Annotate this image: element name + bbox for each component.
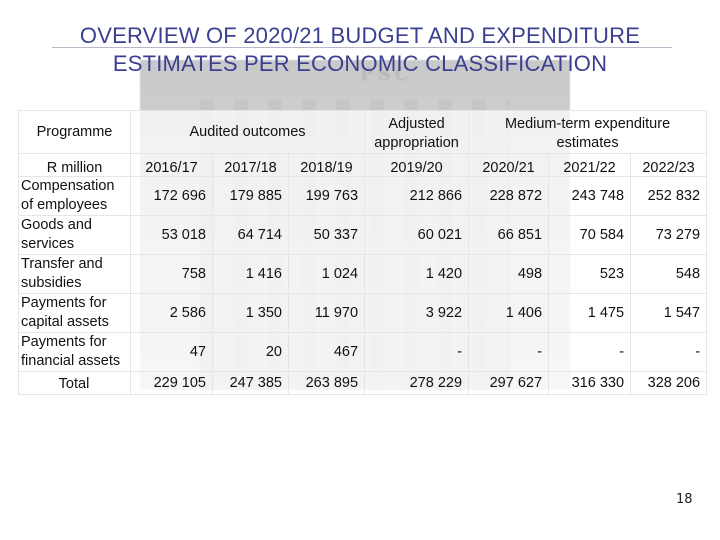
cell-value: 73 279 [630, 215, 708, 255]
cell-value: - [364, 332, 470, 372]
table-row: Compensation of employees 172 696 179 88… [18, 176, 708, 216]
budget-table: Programme Audited outcomes Adjusted appr… [18, 110, 708, 395]
unit-label: R million [18, 153, 131, 177]
cell-value: - [548, 332, 632, 372]
title-line-2: ESTIMATES PER ECONOMIC CLASSIFICATION [112, 51, 608, 76]
year-header: 2022/23 [630, 153, 708, 177]
title-line-1: OVERVIEW OF 2020/21 BUDGET AND EXPENDITU… [79, 23, 641, 48]
row-label: Goods and services [18, 215, 131, 255]
year-header: 2018/19 [287, 153, 366, 177]
total-label: Total [18, 371, 131, 395]
header-row-2: R million 2016/17 2017/18 2018/19 2019/2… [18, 153, 708, 177]
cell-value: 179 885 [212, 176, 289, 216]
cell-value: 1 024 [287, 254, 366, 294]
header-medium-term-estimates: Medium-term expenditure estimates [468, 110, 708, 154]
title-underline [52, 47, 672, 48]
cell-value: 199 763 [287, 176, 366, 216]
year-header: 2020/21 [468, 153, 550, 177]
row-label: Payments for capital assets [18, 293, 131, 333]
cell-value: 467 [287, 332, 366, 372]
cell-value: 1 350 [212, 293, 289, 333]
cell-value: 50 337 [287, 215, 366, 255]
table-row: Payments for financial assets 47 20 467 … [18, 332, 708, 372]
cell-value: 252 832 [630, 176, 708, 216]
cell-value: 66 851 [468, 215, 550, 255]
year-header: 2016/17 [130, 153, 213, 177]
cell-value: 11 970 [287, 293, 366, 333]
year-header: 2021/22 [548, 153, 632, 177]
cell-value: - [630, 332, 708, 372]
building-sign: PSC [360, 64, 413, 85]
year-header: 2017/18 [212, 153, 289, 177]
cell-value: 3 922 [364, 293, 470, 333]
total-value: 229 105 [130, 371, 213, 395]
cell-value: 1 475 [548, 293, 632, 333]
cell-value: 60 021 [364, 215, 470, 255]
cell-value: 20 [212, 332, 289, 372]
cell-value: 1 547 [630, 293, 708, 333]
budget-table-container: Programme Audited outcomes Adjusted appr… [18, 110, 708, 395]
total-value: 316 330 [548, 371, 632, 395]
cell-value: 2 586 [130, 293, 213, 333]
cell-value: 70 584 [548, 215, 632, 255]
row-label: Compensation of employees [18, 176, 131, 216]
cell-value: 548 [630, 254, 708, 294]
cell-value: - [468, 332, 550, 372]
header-adjusted-appropriation: Adjusted appropriation [364, 110, 470, 154]
total-value: 247 385 [212, 371, 289, 395]
cell-value: 243 748 [548, 176, 632, 216]
row-label: Payments for financial assets [18, 332, 131, 372]
cell-value: 1 406 [468, 293, 550, 333]
total-value: 263 895 [287, 371, 366, 395]
cell-value: 64 714 [212, 215, 289, 255]
table-row: Payments for capital assets 2 586 1 350 … [18, 293, 708, 333]
header-audited-outcomes: Audited outcomes [129, 110, 366, 154]
cell-value: 498 [468, 254, 550, 294]
total-value: 328 206 [630, 371, 708, 395]
total-value: 297 627 [468, 371, 550, 395]
cell-value: 228 872 [468, 176, 550, 216]
cell-value: 1 420 [364, 254, 470, 294]
header-row-1: Programme Audited outcomes Adjusted appr… [18, 110, 708, 154]
header-programme: Programme [18, 110, 131, 154]
total-value: 278 229 [364, 371, 470, 395]
total-row: Total 229 105 247 385 263 895 278 229 29… [18, 371, 708, 395]
cell-value: 523 [548, 254, 632, 294]
cell-value: 47 [130, 332, 213, 372]
slide-title: OVERVIEW OF 2020/21 BUDGET AND EXPENDITU… [0, 22, 720, 78]
cell-value: 1 416 [212, 254, 289, 294]
cell-value: 53 018 [130, 215, 213, 255]
table-row: Transfer and subsidies 758 1 416 1 024 1… [18, 254, 708, 294]
year-header: 2019/20 [364, 153, 470, 177]
cell-value: 172 696 [130, 176, 213, 216]
cell-value: 212 866 [364, 176, 470, 216]
table-row: Goods and services 53 018 64 714 50 337 … [18, 215, 708, 255]
page-number: 18 [676, 492, 693, 507]
row-label: Transfer and subsidies [18, 254, 131, 294]
cell-value: 758 [130, 254, 213, 294]
